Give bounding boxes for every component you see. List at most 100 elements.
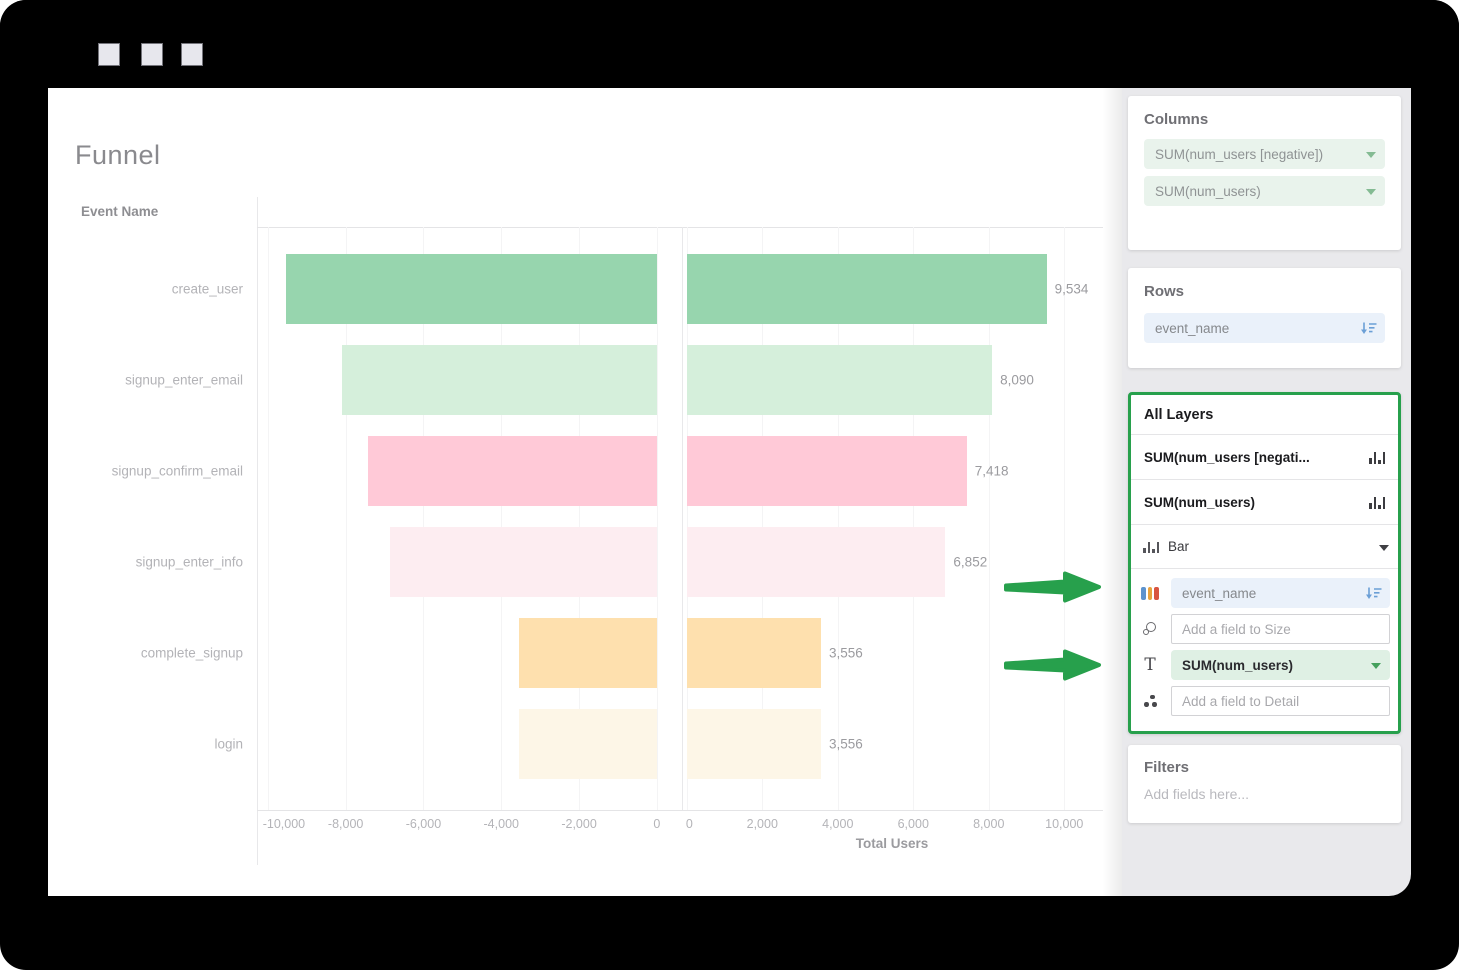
axis-tick-label: 0 bbox=[653, 817, 661, 831]
row-label-signup_enter_info: signup_enter_info bbox=[135, 554, 243, 569]
annotation-arrow-label-shelf bbox=[1004, 649, 1101, 681]
bar-signup_confirm_email[interactable] bbox=[368, 435, 657, 506]
mark-type-dropdown[interactable]: Bar bbox=[1131, 525, 1398, 569]
title-bar bbox=[0, 0, 1459, 88]
sort-descending-icon[interactable] bbox=[1365, 586, 1382, 600]
bar-signup_enter_info[interactable] bbox=[390, 526, 657, 597]
filters-placeholder: Add fields here... bbox=[1144, 786, 1250, 802]
bar-value-label: 6,852 bbox=[953, 554, 988, 569]
sheet-title: Funnel bbox=[75, 140, 161, 170]
gridline bbox=[345, 227, 347, 810]
filters-shelf-title: Filters bbox=[1144, 759, 1190, 776]
bar-value-label: 8,090 bbox=[1000, 372, 1034, 387]
axis-tick-label: -6,000 bbox=[405, 817, 442, 831]
row-label-signup_confirm_email: signup_confirm_email bbox=[111, 463, 243, 478]
bar-signup_enter_email[interactable] bbox=[686, 344, 993, 415]
axis-tick-label: 10,000 bbox=[1045, 817, 1084, 831]
columns-shelf-title: Columns bbox=[1144, 111, 1209, 128]
rows-shelf: Rows event_name bbox=[1128, 268, 1401, 368]
columns-pill-label: SUM(num_users) bbox=[1155, 183, 1261, 199]
chevron-down-icon[interactable] bbox=[1366, 152, 1376, 158]
row-label-complete_signup: complete_signup bbox=[140, 645, 243, 660]
gridline bbox=[762, 227, 764, 810]
detail-icon[interactable] bbox=[1137, 694, 1163, 708]
axis-tick-label: -4,000 bbox=[483, 817, 519, 831]
annotation-arrow-color-shelf bbox=[1004, 571, 1101, 603]
plot-bottom-border bbox=[257, 810, 1103, 811]
category-axis-labels: create_user signup_enter_email signup_conf… bbox=[48, 227, 243, 810]
columns-pill-num-users-negative[interactable]: SUM(num_users [negative]) bbox=[1144, 139, 1385, 169]
axis-tick-label: 8,000 bbox=[973, 817, 1005, 831]
axis-tick-label: -10,000 bbox=[262, 817, 306, 831]
chevron-down-icon[interactable] bbox=[1366, 189, 1376, 195]
gridline bbox=[267, 227, 269, 810]
all-layers-title: All Layers bbox=[1131, 395, 1398, 435]
color-icon[interactable] bbox=[1137, 586, 1163, 600]
color-shelf-row: event_name bbox=[1137, 578, 1390, 608]
detail-drop-target[interactable]: Add a field to Detail bbox=[1171, 686, 1390, 716]
row-label-signup_enter_email: signup_enter_email bbox=[125, 372, 243, 387]
window-button-3[interactable] bbox=[181, 43, 203, 66]
window-button-1[interactable] bbox=[98, 43, 120, 66]
rows-pill-label: event_name bbox=[1155, 320, 1230, 336]
columns-shelf: Columns SUM(num_users [negative]) SUM(nu… bbox=[1128, 96, 1401, 250]
bar-complete_signup[interactable] bbox=[518, 617, 657, 688]
bar-value-label: 3,556 bbox=[829, 645, 863, 660]
gridline bbox=[988, 227, 990, 810]
axis-tick-label: -8,000 bbox=[327, 817, 364, 831]
negative-axis-pane: -10,000 -8,000 -6,000 -4,000 -2,000 0 bbox=[262, 227, 681, 831]
bar-login[interactable] bbox=[518, 708, 657, 779]
layer-label: SUM(num_users) bbox=[1144, 494, 1256, 510]
layer-label: SUM(num_users [negati... bbox=[1144, 449, 1310, 465]
layer-num-users-negative[interactable]: SUM(num_users [negati... bbox=[1131, 435, 1398, 480]
gridline bbox=[423, 227, 425, 810]
columns-pill-num-users[interactable]: SUM(num_users) bbox=[1144, 176, 1385, 206]
bar-signup_enter_email[interactable] bbox=[342, 344, 657, 415]
rows-pill-event-name[interactable]: event_name bbox=[1144, 313, 1385, 343]
bar-chart-icon bbox=[1369, 450, 1385, 464]
label-pill-num-users[interactable]: SUM(num_users) bbox=[1171, 650, 1390, 680]
mark-type-label: Bar bbox=[1168, 539, 1190, 554]
bar-login[interactable] bbox=[686, 708, 821, 779]
window-button-2[interactable] bbox=[141, 43, 163, 66]
positive-axis-pane: 0 2,000 4,000 6,000 8,000 10,000 9,534 8,090 7,4… bbox=[682, 227, 1102, 831]
row-label-create_user: create_user bbox=[171, 281, 243, 296]
bar-chart-icon bbox=[1143, 540, 1159, 553]
bar-signup_confirm_email[interactable] bbox=[686, 435, 967, 506]
columns-pill-label: SUM(num_users [negative]) bbox=[1155, 146, 1324, 162]
marks-card-all-layers: All Layers SUM(num_users [negati... SUM(… bbox=[1128, 392, 1401, 734]
bar-complete_signup[interactable] bbox=[686, 617, 821, 688]
bar-create_user[interactable] bbox=[285, 253, 657, 324]
gridline bbox=[656, 227, 658, 810]
bar-value-label: 3,556 bbox=[829, 736, 863, 751]
plot-top-border bbox=[257, 227, 1103, 228]
size-icon[interactable] bbox=[1137, 621, 1163, 637]
color-pill-label: event_name bbox=[1182, 585, 1257, 601]
layer-num-users[interactable]: SUM(num_users) bbox=[1131, 480, 1398, 525]
detail-placeholder: Add a field to Detail bbox=[1182, 693, 1300, 709]
size-shelf-row: Add a field to Size bbox=[1137, 614, 1390, 644]
filters-shelf: Filters Add fields here... bbox=[1128, 745, 1401, 823]
bar-signup_enter_info[interactable] bbox=[686, 526, 946, 597]
worksheet-canvas: Funnel Event Name create_user signup_ente… bbox=[48, 88, 1122, 896]
color-pill-event-name[interactable]: event_name bbox=[1171, 578, 1390, 608]
bar-chart-icon bbox=[1369, 495, 1385, 509]
row-label-login: login bbox=[214, 736, 243, 751]
axis-tick-label: 2,000 bbox=[746, 817, 778, 831]
rows-shelf-title: Rows bbox=[1144, 283, 1185, 300]
gridline bbox=[1064, 227, 1066, 810]
gridline bbox=[913, 227, 915, 810]
chevron-down-icon[interactable] bbox=[1379, 544, 1389, 551]
axis-tick-label: 0 bbox=[685, 817, 693, 831]
axis-tick-label: 4,000 bbox=[822, 817, 854, 831]
row-field-header: Event Name bbox=[81, 204, 159, 219]
chevron-down-icon[interactable] bbox=[1371, 663, 1381, 669]
label-pill-label: SUM(num_users) bbox=[1182, 657, 1294, 673]
gridline bbox=[686, 227, 688, 810]
shelf-sidebar: Columns SUM(num_users [negative]) SUM(nu… bbox=[1122, 88, 1411, 896]
size-drop-target[interactable]: Add a field to Size bbox=[1171, 614, 1390, 644]
text-label-icon[interactable]: T bbox=[1144, 654, 1156, 675]
detail-shelf-row: Add a field to Detail bbox=[1137, 686, 1390, 716]
sort-descending-icon[interactable] bbox=[1360, 321, 1377, 335]
bar-create_user[interactable] bbox=[686, 253, 1047, 324]
